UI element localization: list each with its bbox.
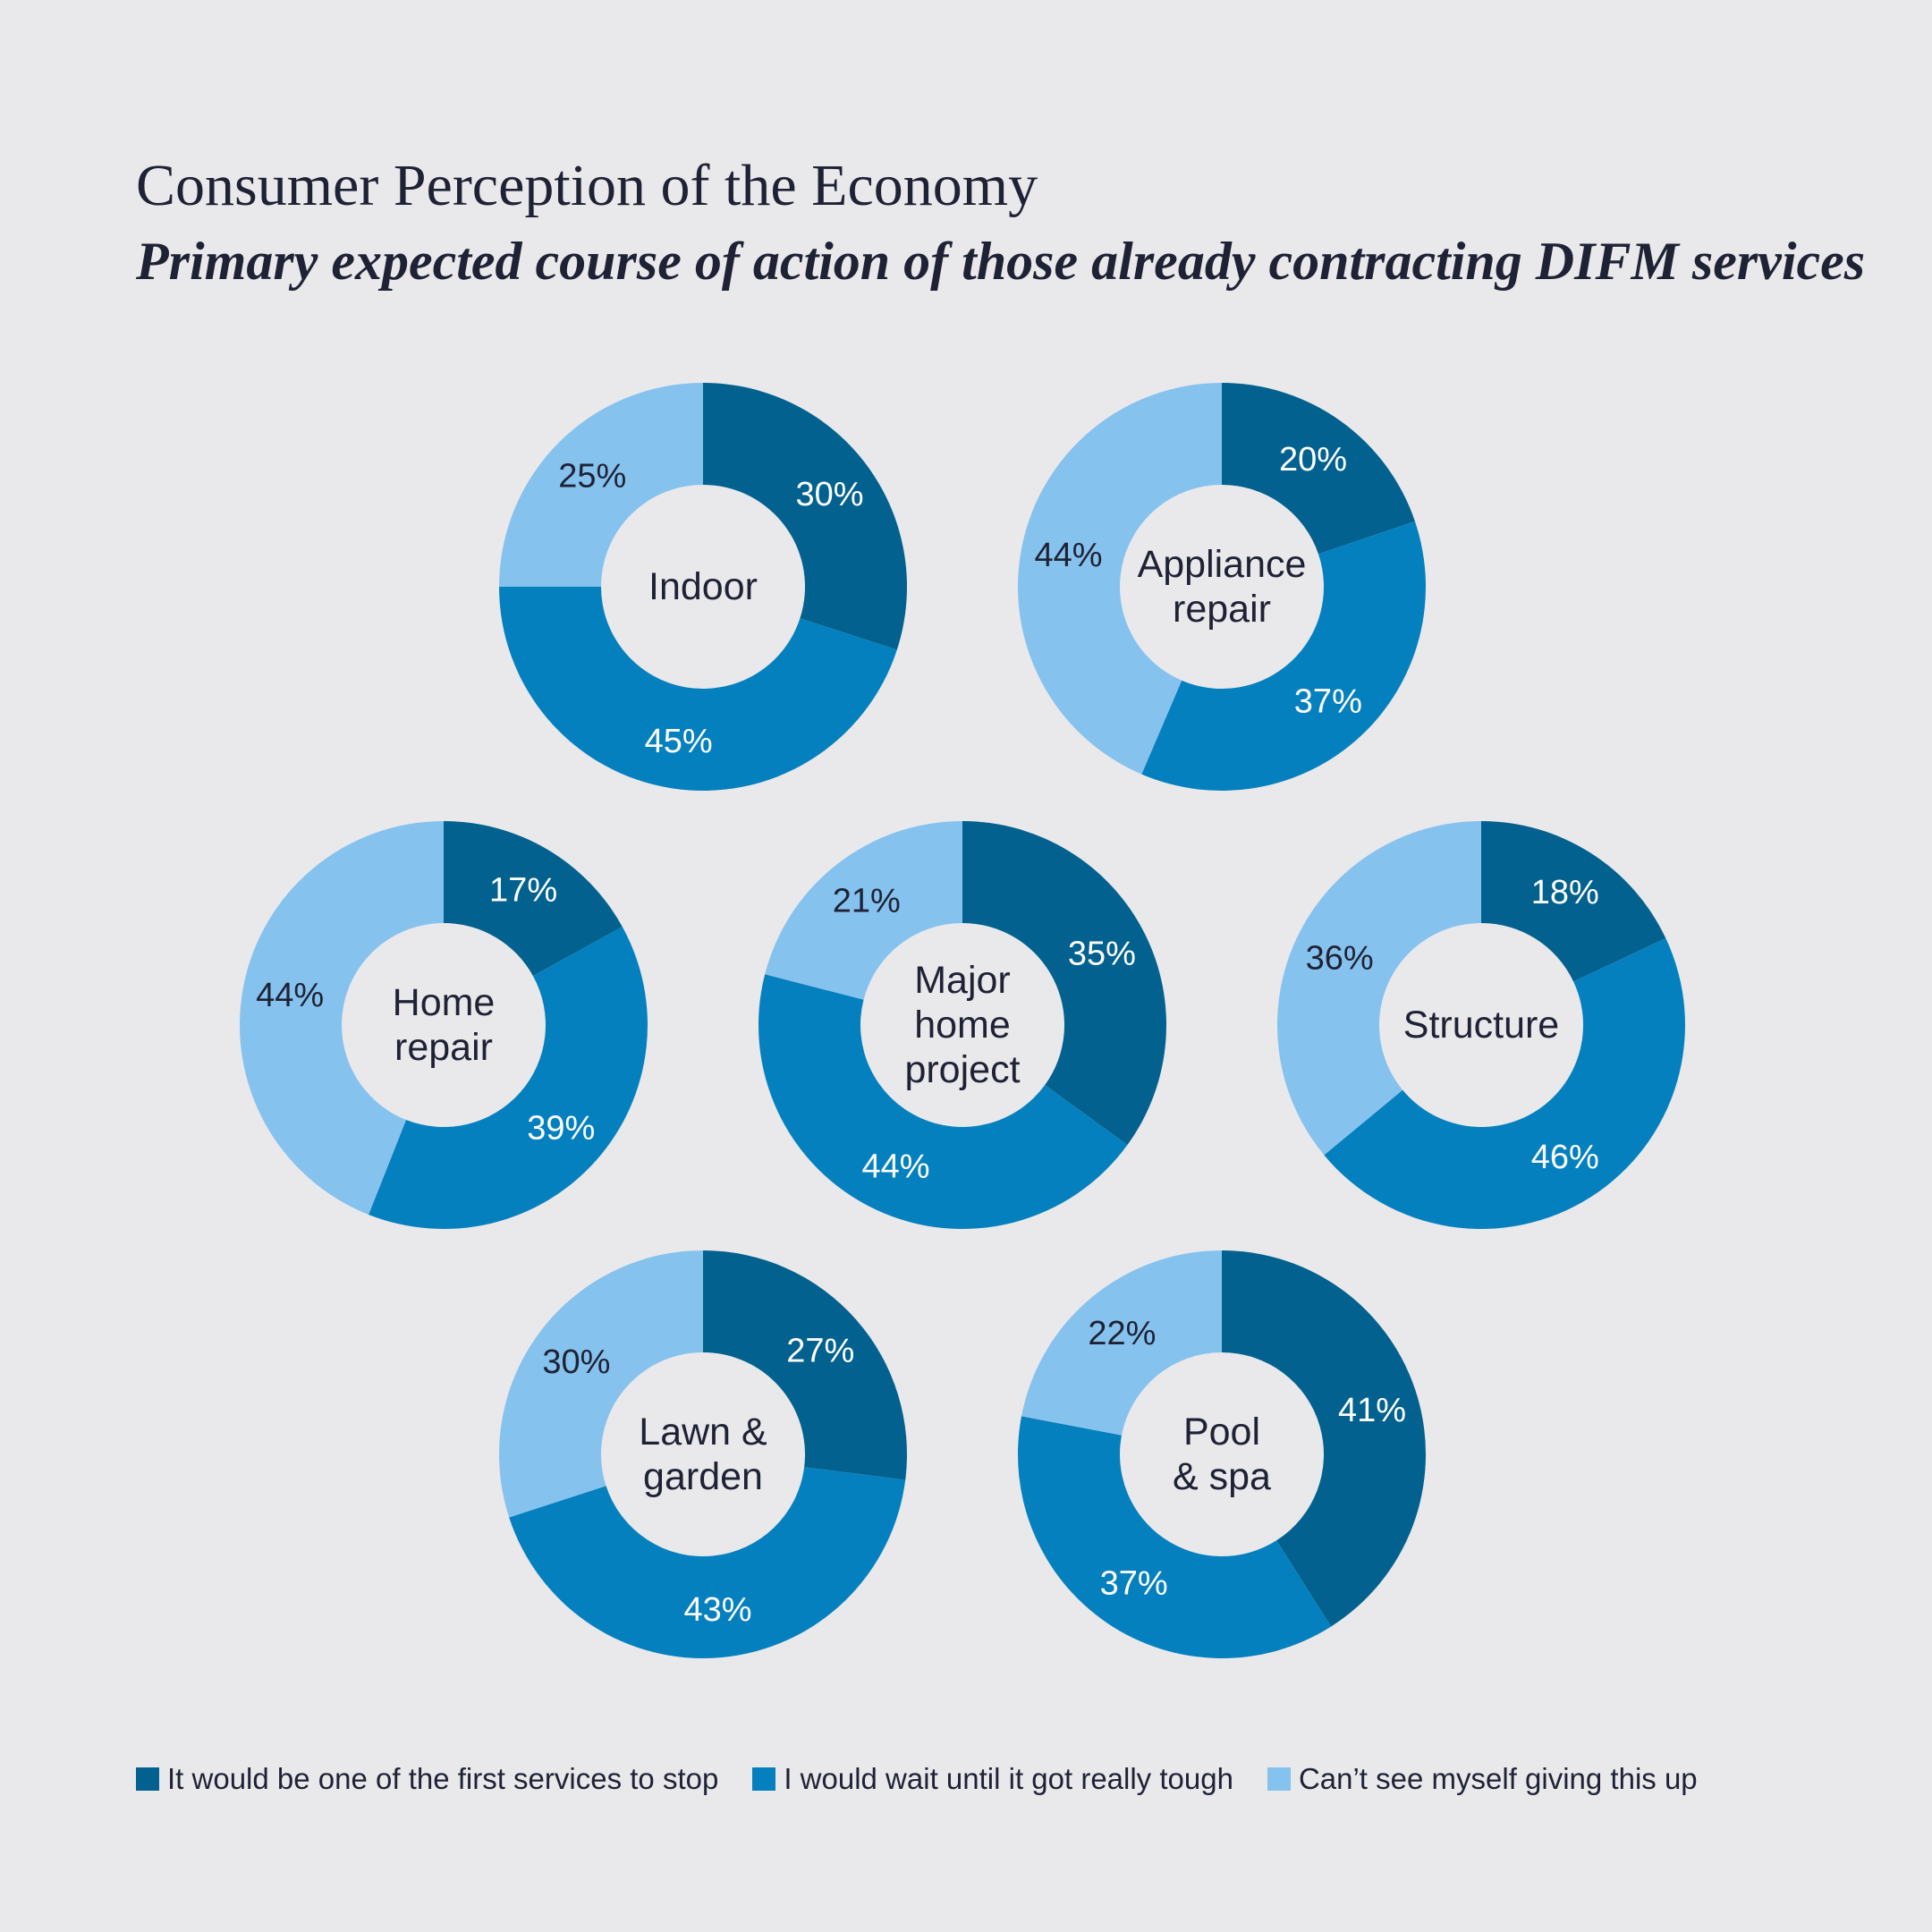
donut-slice [765, 821, 962, 1000]
donut-slice [1324, 937, 1685, 1229]
donut-slice [758, 974, 1128, 1230]
legend-swatch-light-blue [1267, 1767, 1291, 1791]
slice-value-label: 25% [558, 457, 626, 495]
slice-value-label: 46% [1531, 1139, 1599, 1176]
chart-subtitle: Primary expected course of action of tho… [136, 232, 1866, 291]
slice-value-label: 21% [833, 883, 901, 920]
slice-value-label: 44% [861, 1148, 929, 1185]
slice-value-label: 22% [1088, 1315, 1156, 1352]
donut-slice [1222, 1250, 1426, 1627]
legend-swatch-medium-blue [752, 1767, 776, 1791]
donut-chart: 30% 45% 25% Indoor [499, 383, 907, 792]
donut-chart: 41% 37% 22% Pool& spa [1017, 1250, 1426, 1658]
donut-slice [1481, 821, 1666, 982]
donut-center-label: Appliance [1138, 543, 1307, 586]
donut-slice [499, 1250, 703, 1518]
donut-center-label: repair [1173, 588, 1271, 631]
donut-center-label: Home [393, 981, 496, 1024]
slice-value-label: 37% [1294, 682, 1362, 720]
slice-value-label: 39% [527, 1110, 595, 1148]
slice-value-label: 44% [1035, 537, 1103, 574]
donut-center-label: Major [914, 959, 1011, 1002]
donut-chart: 18% 46% 36% Structure [1277, 821, 1685, 1229]
donut-slice [444, 821, 623, 977]
slice-value-label: 17% [489, 871, 557, 909]
donut-slice [1277, 821, 1481, 1156]
slice-value-label: 27% [786, 1332, 854, 1369]
donut-chart: 27% 43% 30% Lawn &garden [499, 1250, 907, 1658]
donut-slice [1021, 1250, 1222, 1436]
donut-center-label: Pool [1183, 1411, 1260, 1453]
legend-label: Can’t see myself giving this up [1298, 1762, 1698, 1795]
slice-value-label: 45% [645, 723, 713, 760]
chart-title: Consumer Perception of the Economy [136, 153, 1038, 218]
donut-slice [239, 821, 444, 1215]
donut-slice [499, 587, 897, 792]
slice-value-label: 43% [683, 1591, 751, 1629]
legend-label: It would be one of the first services to… [167, 1762, 719, 1795]
donut-center-label: home [914, 1004, 1011, 1046]
legend: It would be one of the first services to… [136, 1762, 1732, 1796]
donut-slice [703, 383, 907, 650]
donut-slice [509, 1467, 906, 1658]
slice-value-label: 35% [1068, 936, 1136, 973]
slice-value-label: 30% [542, 1343, 610, 1381]
donut-slice [1141, 521, 1426, 791]
slice-value-label: 20% [1279, 441, 1347, 479]
donut-center-label: Indoor [648, 565, 758, 608]
slice-value-label: 44% [256, 977, 324, 1014]
donut-slice [1018, 383, 1222, 775]
donut-slice [1222, 383, 1415, 555]
donut-center-label: Structure [1403, 1004, 1559, 1046]
donut-slice [369, 927, 648, 1229]
legend-label: I would wait until it got really tough [784, 1762, 1233, 1795]
donut-slice [962, 821, 1166, 1146]
donut-center-label: Lawn & [639, 1411, 767, 1453]
slice-value-label: 41% [1338, 1392, 1406, 1429]
slice-value-label: 36% [1306, 939, 1374, 977]
slice-value-label: 30% [796, 476, 864, 513]
donut-center-label: repair [394, 1026, 493, 1069]
donut-slice [499, 383, 703, 587]
legend-item-wait: I would wait until it got really tough [752, 1762, 1233, 1796]
donut-center-label: & spa [1173, 1455, 1271, 1498]
donut-center-label: garden [643, 1455, 763, 1498]
legend-item-first-to-stop: It would be one of the first services to… [136, 1762, 718, 1796]
slice-value-label: 18% [1531, 874, 1599, 911]
donut-slice [703, 1250, 907, 1480]
donut-center-label: project [904, 1048, 1020, 1091]
legend-item-cant-give-up: Can’t see myself giving this up [1267, 1762, 1698, 1796]
legend-swatch-dark-blue [136, 1767, 159, 1791]
donut-slice [1017, 1416, 1332, 1658]
slice-value-label: 37% [1100, 1565, 1168, 1603]
